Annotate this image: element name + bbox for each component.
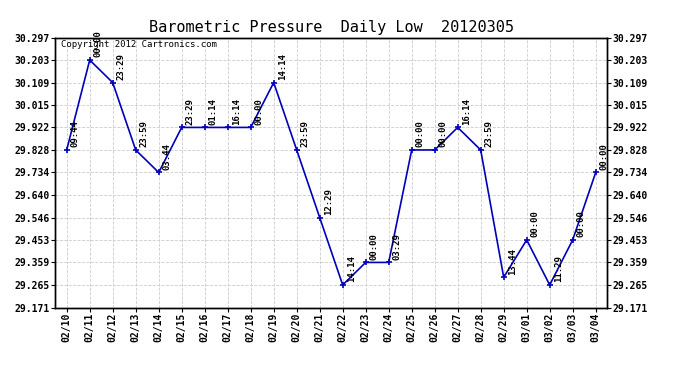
Text: 13:44: 13:44 — [508, 248, 517, 274]
Text: Copyright 2012 Cartronics.com: Copyright 2012 Cartronics.com — [61, 40, 217, 49]
Text: 23:59: 23:59 — [140, 120, 149, 147]
Text: 11:29: 11:29 — [554, 255, 563, 282]
Text: 03:44: 03:44 — [163, 143, 172, 170]
Text: 01:14: 01:14 — [209, 98, 218, 124]
Text: 23:59: 23:59 — [301, 120, 310, 147]
Text: 00:00: 00:00 — [416, 120, 425, 147]
Text: 09:44: 09:44 — [71, 120, 80, 147]
Text: 00:00: 00:00 — [531, 210, 540, 237]
Text: 14:14: 14:14 — [278, 53, 287, 80]
Title: Barometric Pressure  Daily Low  20120305: Barometric Pressure Daily Low 20120305 — [149, 20, 513, 35]
Text: 00:00: 00:00 — [439, 120, 448, 147]
Text: 23:29: 23:29 — [186, 98, 195, 124]
Text: 00:00: 00:00 — [94, 30, 103, 57]
Text: 00:00: 00:00 — [577, 210, 586, 237]
Text: 00:00: 00:00 — [600, 143, 609, 170]
Text: 12:29: 12:29 — [324, 188, 333, 215]
Text: 14:14: 14:14 — [347, 255, 356, 282]
Text: 23:59: 23:59 — [485, 120, 494, 147]
Text: 23:29: 23:29 — [117, 53, 126, 80]
Text: 03:29: 03:29 — [393, 233, 402, 260]
Text: 16:14: 16:14 — [462, 98, 471, 124]
Text: 16:14: 16:14 — [232, 98, 241, 124]
Text: 00:00: 00:00 — [255, 98, 264, 124]
Text: 00:00: 00:00 — [370, 233, 379, 260]
